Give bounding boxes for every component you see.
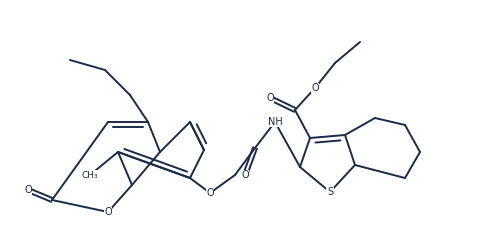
Text: CH₃: CH₃ [82,171,98,180]
Text: O: O [24,185,32,195]
Text: NH: NH [268,117,282,127]
Text: O: O [241,170,249,180]
Text: O: O [104,207,112,217]
Text: S: S [327,187,333,197]
Text: O: O [311,83,319,93]
Text: O: O [266,93,274,103]
Text: O: O [206,188,214,198]
